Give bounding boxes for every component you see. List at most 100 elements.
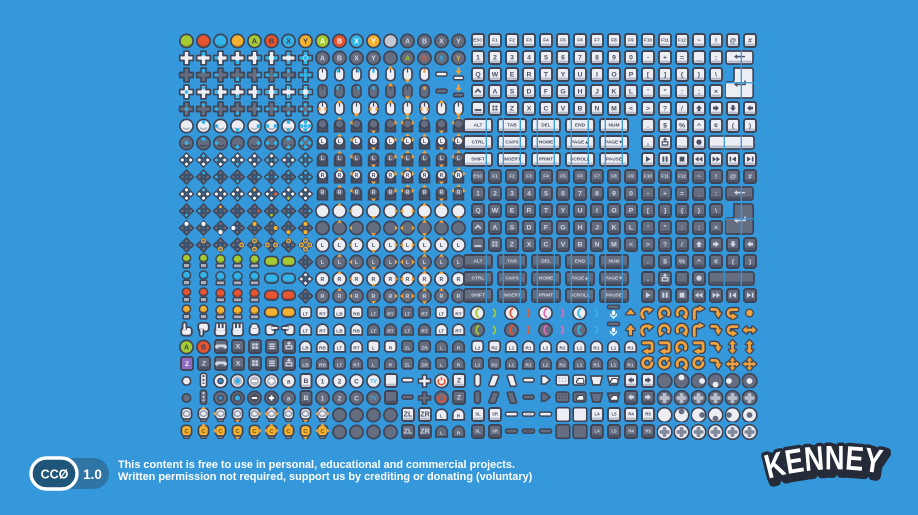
svg-text:L: L (629, 224, 633, 231)
svg-text:F1: F1 (492, 174, 498, 179)
svg-text:L1: L1 (577, 345, 583, 351)
svg-text:R: R (457, 362, 461, 368)
svg-text:0: 0 (629, 54, 633, 61)
svg-text:R: R (406, 190, 410, 196)
svg-text:RB: RB (319, 345, 326, 351)
svg-text:F8: F8 (611, 174, 617, 179)
svg-text:LT: LT (303, 311, 309, 317)
svg-text:R2: R2 (491, 362, 497, 368)
svg-text:\: \ (715, 207, 717, 214)
svg-text:RT: RT (353, 345, 359, 351)
svg-text:{: { (681, 71, 684, 78)
svg-text:a: a (287, 395, 291, 402)
svg-text:RT: RT (387, 311, 393, 317)
svg-text:L: L (406, 243, 410, 249)
svg-text:J: J (595, 224, 599, 231)
svg-text:9: 9 (612, 190, 616, 197)
svg-text:.: . (647, 122, 649, 129)
svg-text:Z: Z (510, 241, 514, 248)
svg-text:×: × (714, 224, 718, 231)
svg-text:R: R (527, 207, 532, 214)
svg-text:1: 1 (476, 54, 480, 61)
svg-text:INSERT: INSERT (503, 293, 521, 299)
svg-text:?: ? (663, 105, 667, 112)
svg-text:J: J (595, 88, 599, 95)
svg-text:]: ] (664, 207, 666, 214)
svg-text:ZR: ZR (420, 427, 430, 435)
svg-text:D: D (527, 88, 532, 95)
svg-text:R: R (321, 190, 325, 196)
svg-text:@: @ (730, 37, 737, 44)
svg-text:L4: L4 (594, 428, 600, 433)
svg-text:M: M (611, 105, 617, 112)
svg-text:Z: Z (510, 105, 514, 112)
svg-text:L: L (389, 243, 393, 249)
svg-text:¢: ¢ (714, 258, 718, 265)
svg-text:X: X (527, 105, 532, 112)
svg-text:R: R (372, 294, 376, 300)
svg-text:V: V (561, 241, 566, 248)
svg-text:R2: R2 (559, 345, 565, 351)
svg-text:^: ^ (697, 121, 701, 129)
svg-text:R: R (527, 71, 532, 78)
svg-text:2: 2 (493, 54, 497, 61)
svg-text:B: B (422, 39, 427, 46)
svg-text:L5: L5 (611, 428, 617, 433)
svg-text:HOME: HOME (539, 140, 554, 146)
svg-text:¢: ¢ (714, 122, 718, 129)
svg-text:?: ? (663, 241, 667, 248)
svg-text:PAGE▲: PAGE▲ (571, 140, 589, 146)
svg-text:R1: R1 (593, 345, 599, 351)
svg-text:5: 5 (544, 190, 548, 197)
svg-text:<: < (629, 105, 633, 112)
svg-text:R: R (389, 173, 393, 179)
svg-text:R: R (389, 277, 393, 283)
svg-text:T: T (544, 71, 549, 78)
svg-text:C: C (252, 429, 257, 435)
svg-text:#: # (748, 173, 752, 180)
svg-text:.: . (647, 258, 649, 265)
svg-text:Q: Q (475, 207, 480, 214)
svg-text:D: D (527, 224, 532, 231)
svg-text:": " (663, 224, 666, 231)
svg-text:R2: R2 (491, 345, 497, 351)
svg-text:S: S (510, 88, 515, 95)
svg-text:4: 4 (527, 190, 531, 197)
svg-text:ZR: ZR (420, 410, 430, 418)
svg-text:CTRL: CTRL (472, 140, 485, 146)
svg-text:1: 1 (321, 395, 325, 402)
svg-text:L: L (423, 260, 427, 266)
svg-text:2: 2 (493, 190, 497, 197)
svg-text:A: A (493, 224, 498, 231)
svg-text:SL: SL (475, 411, 481, 416)
svg-text:X: X (439, 56, 444, 63)
svg-text:R: R (440, 173, 444, 179)
svg-text:Y: Y (371, 39, 376, 46)
svg-text:X: X (354, 56, 359, 63)
svg-text:SCROLL: SCROLL (570, 157, 590, 163)
svg-text:Z: Z (185, 362, 189, 368)
svg-text:R: R (440, 277, 444, 283)
svg-text:R: R (372, 190, 376, 196)
svg-text:R: R (423, 173, 427, 179)
svg-text:-: - (647, 54, 649, 61)
svg-text:L: L (372, 260, 376, 266)
svg-text:C: C (303, 429, 308, 435)
svg-text:F6: F6 (577, 38, 583, 43)
svg-text:9: 9 (612, 54, 616, 61)
svg-text:L: L (389, 139, 393, 145)
svg-text:V: V (561, 105, 566, 112)
svg-text:SHIFT: SHIFT (471, 157, 485, 163)
svg-text:C: C (184, 429, 189, 435)
svg-text:F9: F9 (628, 38, 634, 43)
svg-text:SL: SL (475, 428, 481, 433)
svg-text:A: A (184, 345, 189, 352)
svg-text:RB: RB (353, 328, 360, 334)
svg-text:LT: LT (439, 311, 445, 317)
svg-text:RT: RT (319, 311, 325, 317)
svg-text:5: 5 (544, 54, 548, 61)
svg-text:N: N (595, 105, 600, 112)
svg-text:CTRL: CTRL (472, 276, 485, 282)
svg-text:#: # (748, 37, 752, 44)
svg-text:A: A (493, 88, 498, 95)
